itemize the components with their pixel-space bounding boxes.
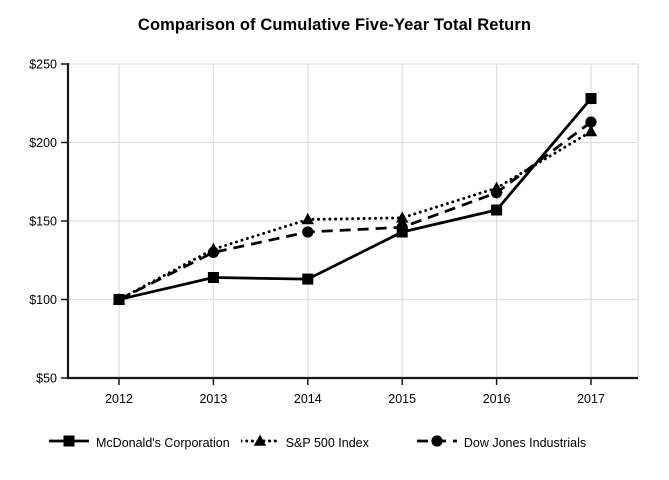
x-axis-tick-label: 2014	[294, 392, 322, 406]
x-axis-tick-label: 2012	[105, 392, 133, 406]
series-line-s-p-500-index	[117, 130, 593, 301]
y-axis-tick-label: $150	[29, 215, 57, 229]
y-axis-tick-label: $250	[29, 58, 57, 72]
legend-item-mcdonalds: McDonald's Corporation	[49, 433, 230, 453]
legend-marker-triangle	[253, 434, 266, 446]
y-axis-tick-label: $100	[29, 293, 57, 307]
legend-swatch-s-p-500-index	[239, 434, 281, 446]
legend-label-sp500: S&P 500 Index	[285, 436, 369, 450]
data-point-s-p-500-index-2014	[301, 212, 314, 225]
legend: McDonald's Corporation S&P 500 Index Dow…	[0, 433, 669, 453]
x-axis-tick-label: 2013	[199, 392, 227, 406]
chart-title: Comparison of Cumulative Five-Year Total…	[137, 16, 532, 34]
series-mcdonald-s-corporation	[113, 93, 597, 305]
legend-label-dowjones: Dow Jones Industrials	[463, 436, 587, 450]
x-axis-tick-label: 2015	[388, 392, 416, 406]
data-point-s-p-500-index-2017	[584, 125, 598, 137]
data-point-mcdonald-s-corporation-2014	[302, 273, 314, 285]
data-point-dow-jones-industrials-2017	[585, 116, 597, 128]
data-point-dow-jones-industrials-2014	[302, 226, 314, 238]
plot-area: $250 $200 $150 $100 $50 2012 2013 2014 2015 2016 2…	[29, 58, 639, 406]
series-line-mcdonald-s-corporation	[118, 97, 593, 301]
legend-marker-square	[63, 435, 75, 446]
data-point-mcdonald-s-corporation-2017	[585, 93, 597, 105]
data-point-mcdonald-s-corporation-2016	[491, 204, 503, 216]
y-axis-tick-label: $200	[29, 136, 57, 150]
legend-swatch-dow-jones-industrials	[416, 434, 457, 447]
data-point-mcdonald-s-corporation-2013	[207, 272, 219, 284]
series-dow-jones-industrials	[113, 116, 597, 306]
series-s-p-500-index	[112, 125, 598, 305]
data-point-s-p-500-index-2015	[396, 211, 409, 223]
data-point-dow-jones-industrials-2016	[491, 187, 503, 199]
y-axis-tick-label: $50	[36, 372, 57, 386]
legend-marker-circle	[431, 434, 443, 447]
x-axis-tick-label: 2016	[483, 392, 511, 406]
legend-item-dowjones: Dow Jones Industrials	[416, 432, 587, 455]
series-line-dow-jones-industrials	[118, 120, 592, 301]
legend-label-mcdonalds: McDonald's Corporation	[96, 436, 230, 450]
x-axis-tick-label: 2017	[577, 392, 605, 406]
legend-swatch-mcdonald-s-corporation	[49, 435, 89, 446]
data-point-dow-jones-industrials-2013	[207, 246, 219, 258]
circle-dashed-line-icon	[416, 432, 457, 455]
square-solid-line-icon	[49, 432, 89, 455]
triangle-dotted-line-icon	[239, 432, 281, 455]
data-point-mcdonald-s-corporation-2015	[396, 226, 408, 238]
legend-item-sp500: S&P 500 Index	[239, 432, 369, 455]
data-point-mcdonald-s-corporation-2012	[113, 294, 125, 305]
